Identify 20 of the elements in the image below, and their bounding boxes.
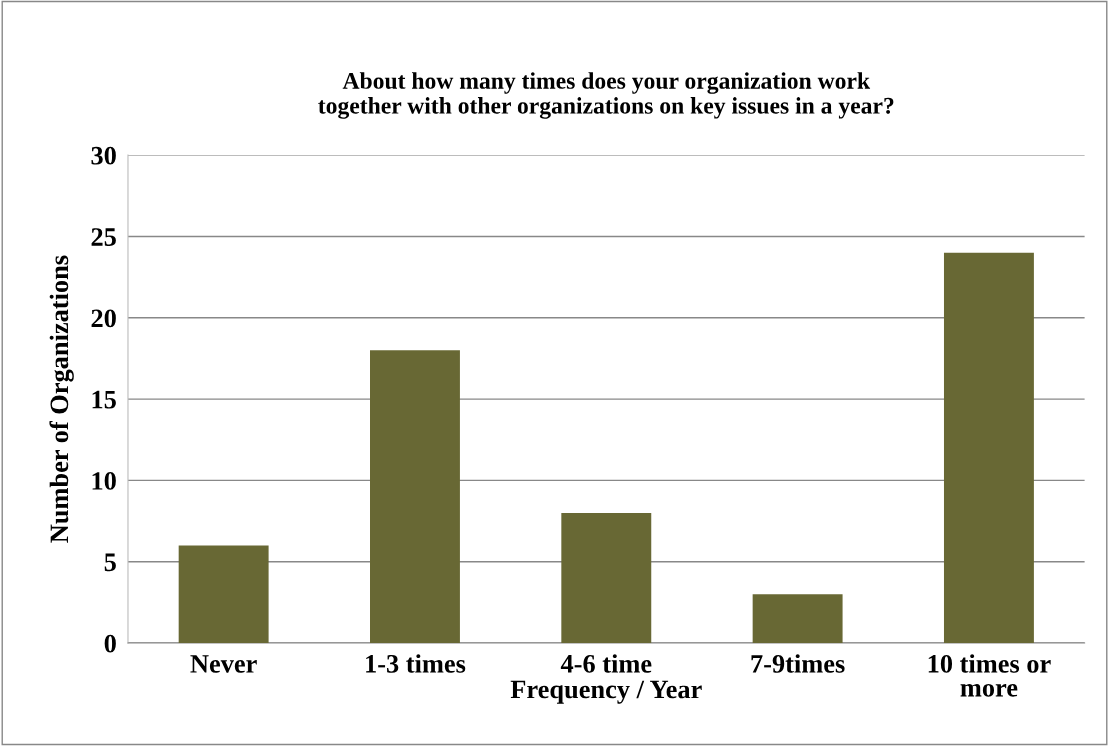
bar — [561, 512, 652, 644]
bar — [752, 594, 843, 644]
y-tick-label: 10 — [92, 472, 116, 490]
bar — [178, 545, 269, 644]
x-axis-title: Frequency / Year — [510, 680, 702, 704]
chart-title: About how many times does your organization work together with other organizations on key issues in a year? — [318, 72, 894, 119]
y-tick-label: 25 — [91, 228, 116, 246]
x-tick-label: 10 times or more — [928, 654, 1051, 697]
x-tick-label: Never — [190, 655, 257, 673]
x-tick-label: 7-9times — [751, 654, 845, 673]
bar — [943, 252, 1034, 644]
y-tick-label: 20 — [91, 309, 116, 328]
bar — [370, 350, 460, 644]
y-axis-title: Number of Organizations — [49, 255, 74, 543]
y-tick-label: 5 — [104, 553, 116, 572]
x-tick-label: 1-3 times — [366, 654, 466, 673]
y-tick-label: 0 — [104, 634, 116, 653]
y-tick-label: 30 — [91, 146, 116, 165]
x-tick-label: 4-6 time — [560, 654, 652, 673]
y-tick-label: 15 — [92, 390, 116, 409]
